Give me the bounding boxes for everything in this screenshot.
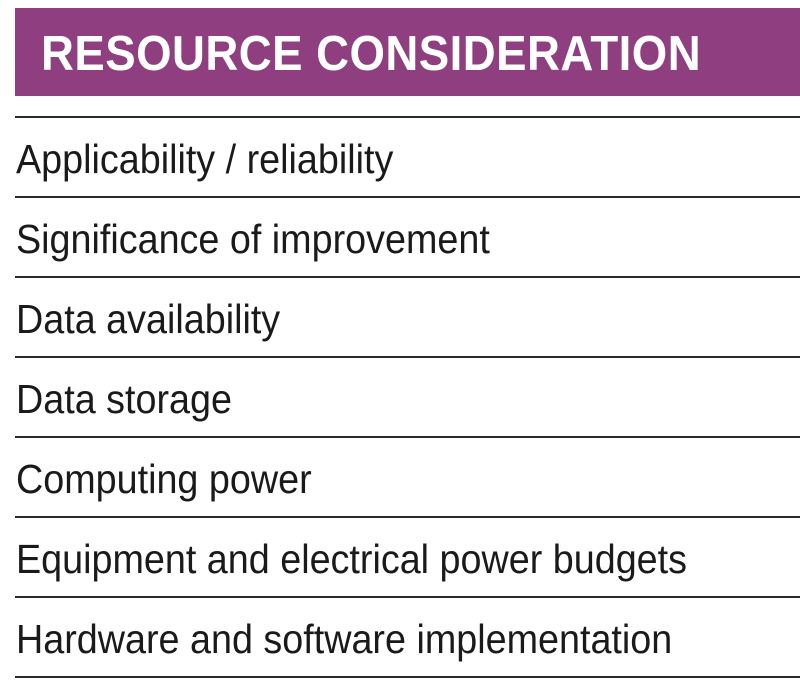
header-title: RESOURCE CONSIDERATION: [41, 27, 702, 81]
list-item-label: Equipment and electrical power budgets: [16, 536, 687, 582]
list-item: Hardware and software implementation: [15, 598, 800, 678]
list-item: Applicability / reliability: [15, 118, 800, 198]
list-item-label: Significance of improvement: [16, 216, 490, 262]
list-item: Computing power: [15, 438, 800, 518]
list-item-label: Hardware and software implementation: [16, 616, 673, 662]
list-item-label: Data availability: [16, 296, 281, 342]
list-item-label: Computing power: [16, 456, 312, 502]
resource-list: Applicability / reliability Significance…: [15, 116, 800, 678]
table-header: RESOURCE CONSIDERATION: [15, 8, 800, 96]
list-item: Significance of improvement: [15, 198, 800, 278]
list-item: Data availability: [15, 278, 800, 358]
list-item: Data storage: [15, 358, 800, 438]
list-item: Equipment and electrical power budgets: [15, 518, 800, 598]
list-item-label: Applicability / reliability: [16, 136, 394, 182]
list-item-label: Data storage: [16, 376, 232, 422]
